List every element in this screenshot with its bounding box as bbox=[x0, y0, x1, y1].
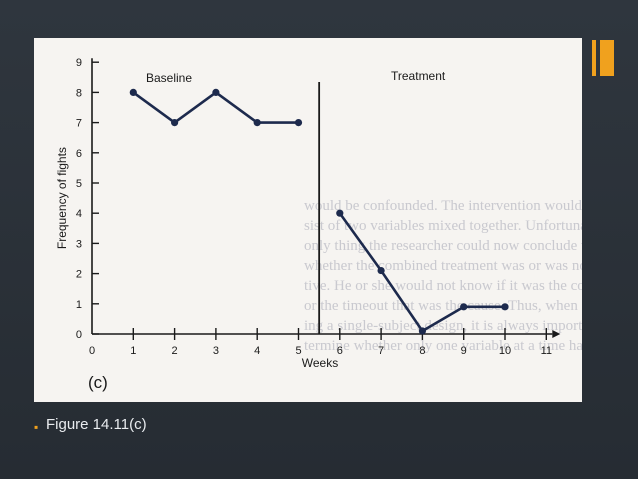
x-tick-label: 10 bbox=[499, 345, 511, 357]
data-point bbox=[460, 303, 468, 311]
chart-axes bbox=[91, 58, 561, 338]
bleed-line: or the timeout that was the cause. Thus,… bbox=[304, 298, 582, 314]
y-tick-label: 8 bbox=[76, 87, 82, 99]
data-point bbox=[336, 209, 344, 217]
data-point bbox=[129, 88, 137, 96]
y-tick-label: 7 bbox=[76, 118, 82, 130]
bleed-line: sist of two variables mixed together. Un… bbox=[304, 218, 582, 234]
x-tick-label: 7 bbox=[378, 345, 384, 357]
bleed-line: only thing the researcher could now conc… bbox=[304, 238, 582, 254]
figure-caption: Figure 14.11(c) bbox=[46, 416, 147, 433]
data-point bbox=[418, 327, 426, 335]
panel-label: (c) bbox=[88, 373, 108, 392]
x-tick-label: 5 bbox=[295, 345, 301, 357]
data-point bbox=[501, 303, 509, 311]
x-axis-label: Weeks bbox=[302, 356, 338, 370]
y-tick-label: 4 bbox=[76, 208, 82, 220]
x-tick-label: 2 bbox=[172, 345, 178, 357]
x-tick-label: 9 bbox=[461, 345, 467, 357]
accent-bar-thin bbox=[592, 40, 596, 76]
bleed-through-text: would be confounded. The intervention wo… bbox=[304, 198, 582, 354]
y-tick-label: 2 bbox=[76, 269, 82, 281]
x-tick-label: 8 bbox=[419, 345, 425, 357]
chart-svg: would be confounded. The intervention wo… bbox=[55, 57, 582, 392]
data-series bbox=[129, 88, 509, 335]
x-tick-label: 3 bbox=[213, 345, 219, 357]
axis-ticks: 0 1 2 3 4 5 6 7 8 9 0 1 2 3 4 5 6 7 8 9 10 11 bbox=[76, 57, 552, 357]
y-tick-label: 5 bbox=[76, 178, 82, 190]
y-tick-label: 0 bbox=[76, 329, 82, 341]
x-tick-label: 11 bbox=[541, 345, 552, 357]
data-point bbox=[377, 266, 385, 275]
data-point bbox=[294, 119, 303, 127]
y-tick-label: 6 bbox=[76, 148, 82, 160]
bleed-line: tive. He or she would not know if it was… bbox=[304, 278, 582, 294]
x-tick-label: 0 bbox=[89, 345, 95, 357]
accent-bar-thick bbox=[600, 40, 614, 76]
data-point bbox=[253, 119, 261, 127]
x-tick-label: 4 bbox=[254, 345, 260, 357]
phase-label-treatment: Treatment bbox=[391, 69, 446, 83]
bleed-line: whether the combined treatment was or wa… bbox=[304, 258, 582, 274]
x-tick-label: 6 bbox=[337, 345, 343, 357]
bleed-line: termine whether only one variable at a t… bbox=[304, 338, 582, 354]
bleed-line: ing a single-subject design, it is alway… bbox=[304, 318, 582, 334]
y-tick-label: 3 bbox=[76, 238, 82, 250]
x-axis-arrow-icon bbox=[552, 330, 561, 338]
y-axis-label: Frequency of fights bbox=[55, 147, 69, 249]
series-line bbox=[132, 91, 299, 124]
caption-bullet-icon: ▪ bbox=[34, 420, 39, 434]
y-tick-label: 1 bbox=[76, 299, 82, 311]
data-point bbox=[212, 88, 220, 96]
x-tick-label: 1 bbox=[130, 345, 136, 357]
data-point bbox=[171, 119, 179, 127]
figure-panel: would be confounded. The intervention wo… bbox=[34, 38, 582, 402]
bleed-line: would be confounded. The intervention wo… bbox=[304, 198, 582, 214]
phase-label-baseline: Baseline bbox=[146, 71, 192, 85]
y-tick-label: 9 bbox=[76, 57, 82, 69]
